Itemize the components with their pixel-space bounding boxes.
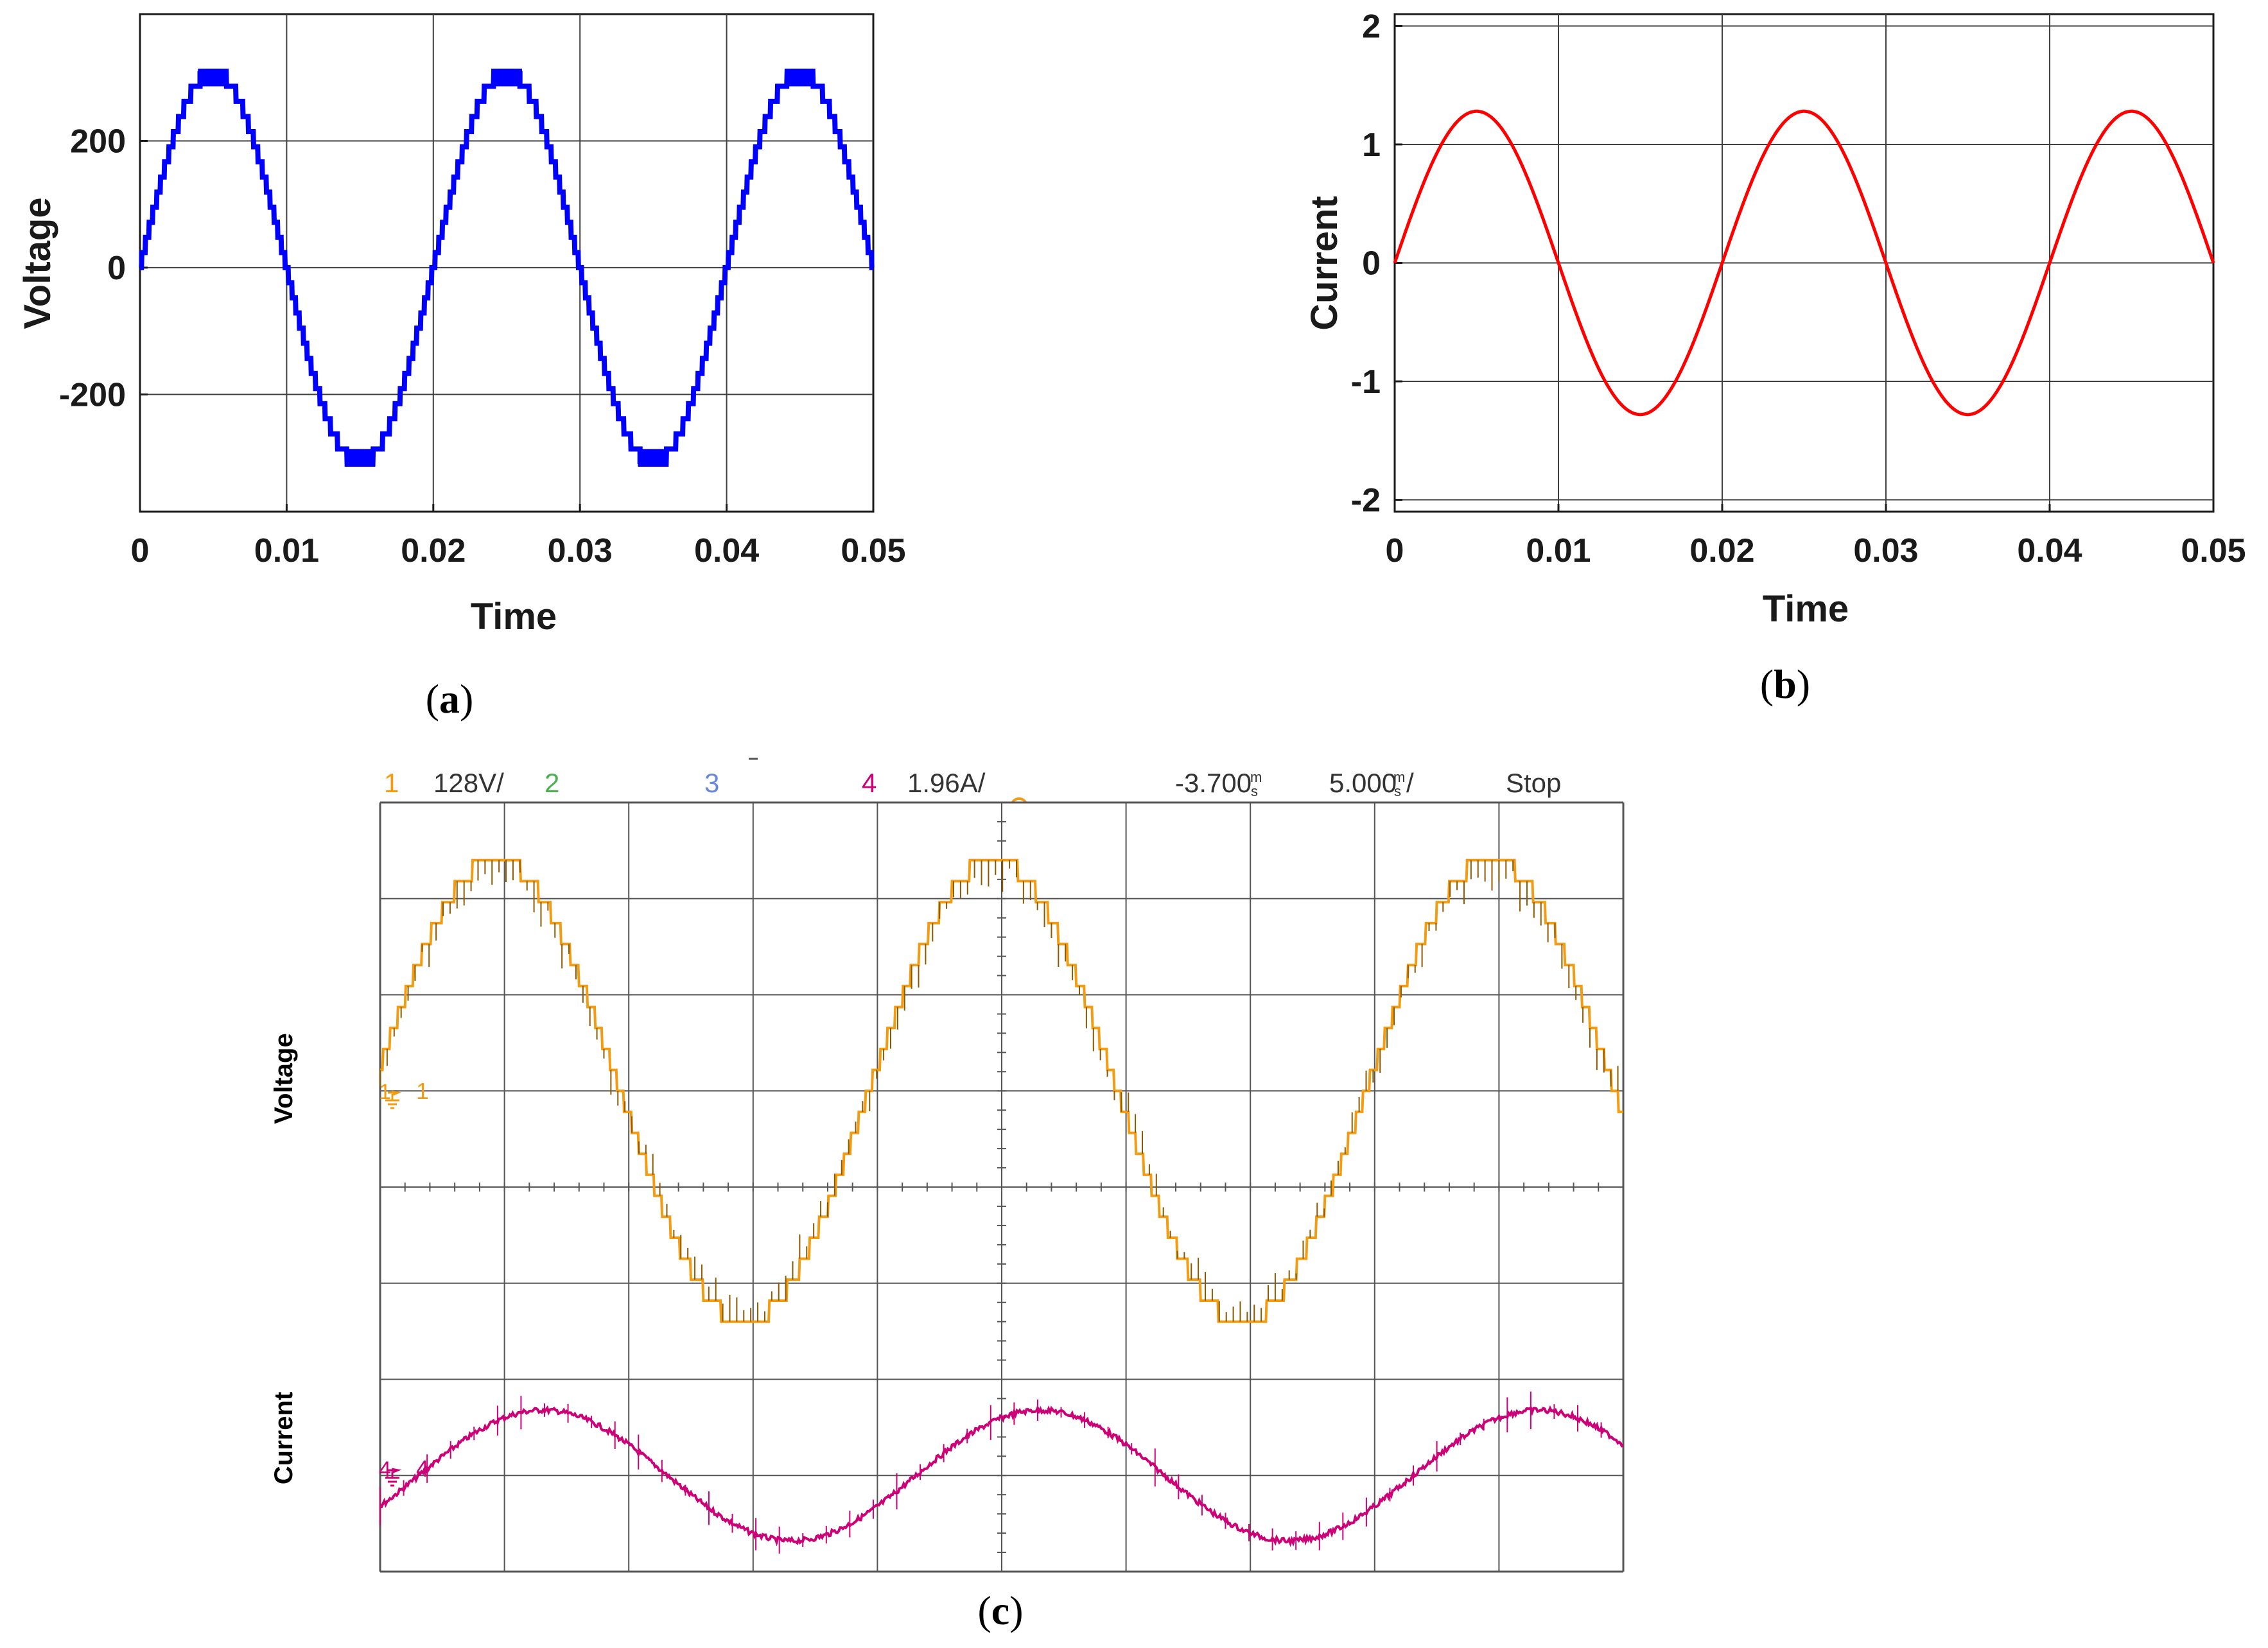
panel-a-xlabel: Time: [471, 596, 557, 638]
panel-b-ticks: 0 0.01 0.02 0.03 0.04 0.05 -2 -1 0 1 2: [1351, 8, 2246, 569]
osc-ch4-ground-marker: 4 4: [379, 1455, 429, 1487]
osc-ch4-number: 4: [862, 768, 877, 798]
osc-timebase: 5.000: [1329, 768, 1397, 798]
panel-a-ylabel: Voltage: [17, 197, 58, 329]
x-tick-label: 0.03: [548, 532, 613, 569]
y-tick-label: -2: [1351, 482, 1381, 519]
y-tick-label: 0: [107, 250, 126, 287]
panel-a-caption: (a): [426, 676, 474, 722]
osc-timebase-unit-bottom: s: [1394, 783, 1401, 799]
x-tick-label: 0.01: [1526, 532, 1591, 569]
x-tick-label: 0.05: [2181, 532, 2246, 569]
y-tick-label: 1: [1362, 126, 1381, 164]
osc-graticule: [379, 801, 1625, 1573]
panel-a-grid: [140, 14, 873, 512]
panel-b-series: [1393, 109, 2215, 417]
x-tick-label: 0.02: [1689, 532, 1754, 569]
panel-b-ylabel: Current: [1304, 196, 1345, 330]
osc-ch4-marker-right: 4: [416, 1455, 429, 1482]
panel-a-series: [139, 68, 875, 467]
osc-header: 1 128V/ 2 3 4 1.96A/ -3.700 m s 5.000 m …: [384, 758, 1561, 799]
panel-b-xlabel: Time: [1763, 588, 1849, 630]
x-tick-label: 0.02: [401, 532, 466, 569]
x-tick-label: 0.03: [1853, 532, 1918, 569]
osc-offset-unit-bottom: s: [1251, 783, 1258, 799]
osc-ch1-marker-right: 1: [416, 1078, 429, 1104]
x-tick-label: 0: [131, 532, 150, 569]
osc-offset-unit-top: m: [1250, 769, 1262, 785]
osc-current-side-label: Current: [270, 1392, 298, 1484]
osc-ch3-number: 3: [704, 768, 719, 798]
panel-b-caption: (b): [1760, 661, 1810, 707]
panel-c-caption: (c): [977, 1588, 1023, 1633]
x-tick-label: 0.05: [841, 532, 905, 569]
osc-voltage-side-label: Voltage: [270, 1033, 298, 1124]
panel-c-oscilloscope: 1 128V/ 2 3 4 1.96A/ -3.700 m s 5.000 m …: [270, 758, 1625, 1633]
osc-timebase-unit-top: m: [1393, 769, 1405, 785]
osc-ch4-ground-icon: [385, 1471, 399, 1487]
x-tick-label: 0.01: [254, 532, 319, 569]
y-tick-label: 200: [70, 123, 126, 160]
x-tick-label: 0.04: [694, 532, 759, 569]
osc-ch1-number: 1: [384, 768, 399, 798]
ch1-voltage-trace: [380, 858, 1623, 1323]
osc-traces: [379, 858, 1624, 1554]
osc-ch1-marker-left: 1: [379, 1080, 391, 1104]
y-tick-label: 0: [1362, 245, 1381, 282]
y-tick-label: -1: [1351, 363, 1381, 401]
osc-ch4-arrow-icon: [388, 1468, 402, 1474]
osc-ch1-scale: 128V/: [433, 768, 504, 798]
panel-b-current-chart: 0 0.01 0.02 0.03 0.04 0.05 -2 -1 0 1 2 Time Curren…: [1304, 8, 2246, 707]
ch4-current-trace: [380, 1405, 1624, 1547]
panel-a-plot-frame: [139, 13, 875, 513]
x-tick-label: 0: [1386, 532, 1404, 569]
osc-ch1-ground-icon: [385, 1094, 399, 1109]
osc-ch2-number: 2: [545, 768, 559, 798]
series-line: [1393, 109, 2215, 417]
x-tick-label: 0.04: [2017, 532, 2082, 569]
osc-ch4-scale: 1.96A/: [907, 768, 986, 798]
osc-ch1-ground-marker: 1 1: [379, 1078, 429, 1109]
y-tick-label: -200: [59, 376, 126, 413]
osc-ch4-marker-left: 4: [379, 1457, 391, 1482]
panel-a-voltage-chart: 0 0.01 0.02 0.03 0.04 0.05 -200 0 200 Time Volta…: [17, 13, 906, 722]
osc-run-status: Stop: [1506, 768, 1561, 798]
osc-trigger-offset: -3.700: [1175, 768, 1252, 798]
y-tick-label: 2: [1362, 8, 1381, 45]
osc-ch1-arrow-icon: [388, 1090, 402, 1097]
panel-a-ticks: 0 0.01 0.02 0.03 0.04 0.05 -200 0 200: [59, 123, 906, 569]
osc-timebase-slash: /: [1406, 768, 1414, 798]
